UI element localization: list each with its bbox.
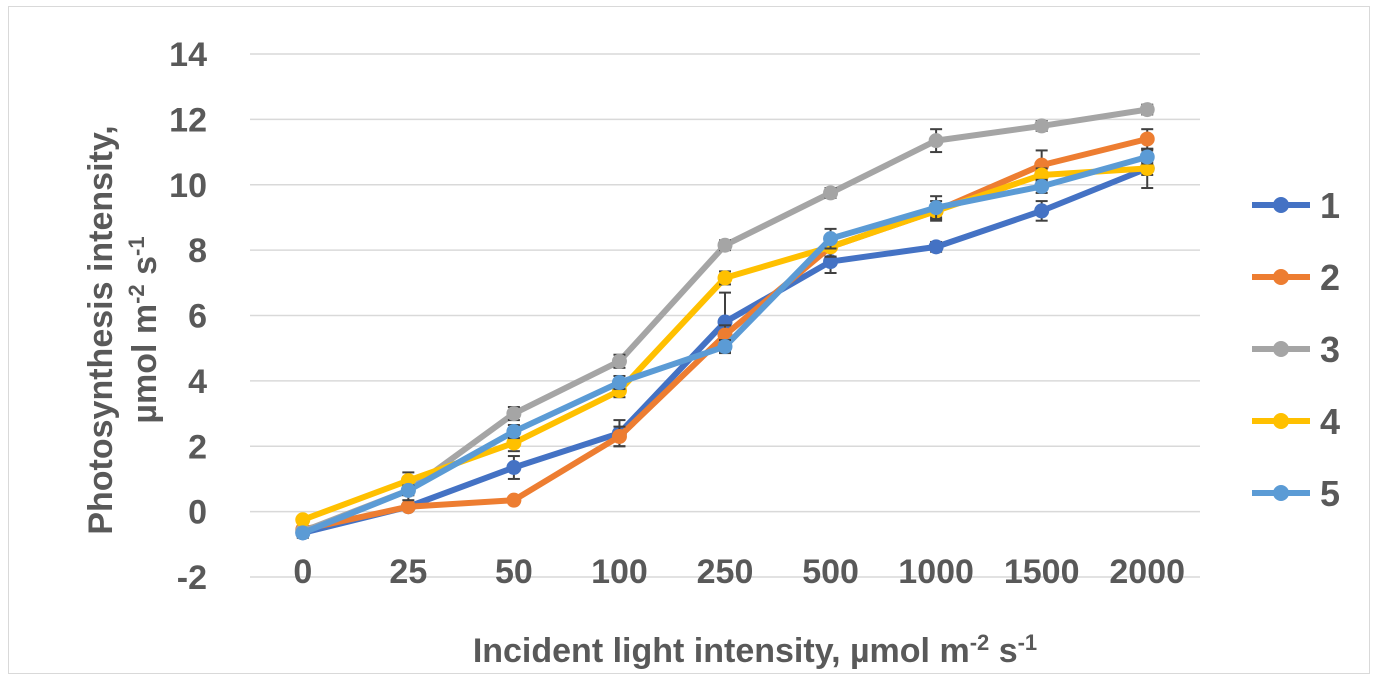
data-point <box>717 339 733 355</box>
data-point <box>295 512 311 528</box>
data-point <box>611 375 627 391</box>
data-point <box>506 424 522 440</box>
y-axis-title: Photosynthesis intensity, µmol m-2 s-1 <box>82 125 164 534</box>
data-point <box>1139 102 1155 118</box>
legend-label: 4 <box>1320 401 1340 442</box>
x-tick-label: 250 <box>697 553 754 591</box>
data-point <box>506 435 522 451</box>
series-group <box>295 102 1155 541</box>
series-3 <box>295 102 1155 539</box>
legend-item-5: 5 <box>1252 473 1340 514</box>
legend-item-4: 4 <box>1252 401 1340 442</box>
data-point <box>400 482 416 498</box>
data-point <box>928 200 944 216</box>
data-point <box>717 237 733 253</box>
data-point <box>506 406 522 422</box>
data-point <box>611 428 627 444</box>
data-point <box>400 499 416 515</box>
y-tick-label: 6 <box>188 298 207 336</box>
data-point <box>506 492 522 508</box>
legend-swatch-marker <box>1273 485 1289 501</box>
x-tick-label: 1500 <box>1004 553 1080 591</box>
data-point <box>928 133 944 149</box>
legend-swatch-marker <box>1273 197 1289 213</box>
data-point <box>1139 131 1155 147</box>
y-tick-label: 0 <box>188 494 207 532</box>
data-point <box>1034 178 1050 194</box>
x-tick-label: 2000 <box>1109 553 1185 591</box>
legend: 1 2 3 4 5 <box>1252 185 1340 514</box>
x-tick-label: 500 <box>802 553 859 591</box>
y-axis-title-line2: µmol m-2 s-1 <box>124 236 165 423</box>
data-point <box>1034 203 1050 219</box>
legend-label: 1 <box>1320 185 1340 226</box>
y-tick-label: -2 <box>177 559 207 597</box>
x-tick-label: 0 <box>293 553 312 591</box>
data-point <box>928 239 944 255</box>
x-tick-label: 25 <box>389 553 427 591</box>
y-tick-label: 4 <box>188 363 207 401</box>
legend-swatch-marker <box>1273 341 1289 357</box>
legend-item-1: 1 <box>1252 185 1340 226</box>
data-point <box>295 525 311 541</box>
legend-swatch-marker <box>1273 269 1289 285</box>
legend-label: 2 <box>1320 257 1340 298</box>
y-axis-title-line1: Photosynthesis intensity, <box>82 125 120 534</box>
data-point <box>717 270 733 286</box>
y-tick-label: 8 <box>188 232 207 270</box>
x-axis-title: Incident light intensity, µmol m-2 s-1 <box>473 630 1037 671</box>
y-tick-labels: -2 0 2 4 6 8 10 12 14 <box>169 36 207 597</box>
data-point <box>611 353 627 369</box>
legend-item-2: 2 <box>1252 257 1340 298</box>
data-point <box>506 459 522 475</box>
x-tick-label: 100 <box>591 553 648 591</box>
data-point <box>823 231 839 247</box>
legend-label: 5 <box>1320 473 1340 514</box>
y-tick-label: 10 <box>169 167 207 205</box>
data-point <box>1139 160 1155 176</box>
data-point <box>823 254 839 270</box>
legend-item-3: 3 <box>1252 329 1340 370</box>
data-point <box>1139 149 1155 165</box>
x-tick-labels: 0 25 50 100 250 500 1000 1500 2000 <box>293 553 1185 591</box>
legend-swatch-marker <box>1273 413 1289 429</box>
x-tick-label: 1000 <box>898 553 974 591</box>
y-tick-label: 2 <box>188 428 207 466</box>
x-tick-label: 50 <box>495 553 533 591</box>
y-tick-label: 14 <box>169 36 207 74</box>
y-tick-label: 12 <box>169 101 207 139</box>
data-point <box>1034 118 1050 134</box>
series-5 <box>295 149 1155 541</box>
legend-label: 3 <box>1320 329 1340 370</box>
data-point <box>823 185 839 201</box>
data-point <box>1034 167 1050 183</box>
chart-area <box>8 6 1370 674</box>
